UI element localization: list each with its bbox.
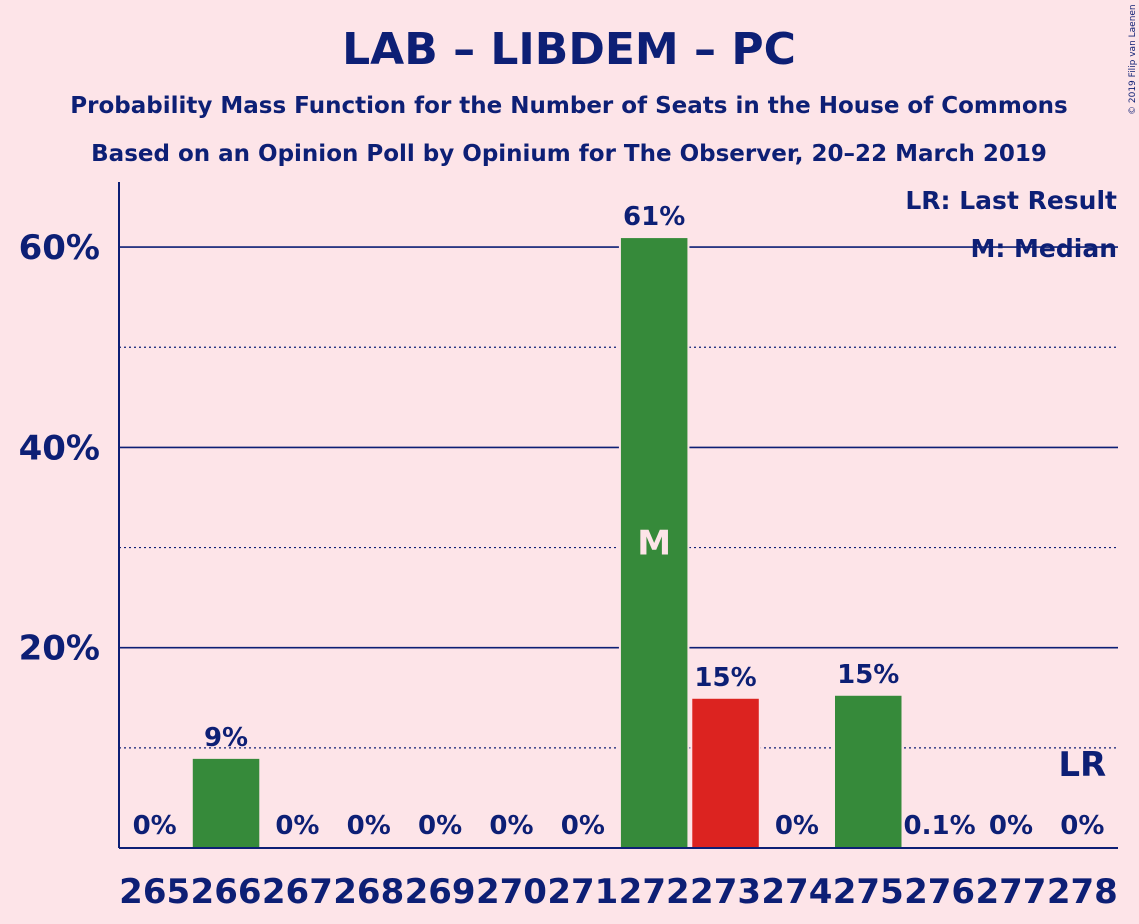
- x-tick-label: 274: [761, 872, 832, 912]
- data-label: 0%: [347, 811, 391, 841]
- y-tick-label: 20%: [19, 629, 100, 669]
- data-label: 0%: [133, 811, 177, 841]
- chart-subtitle-2: Based on an Opinion Poll by Opinium for …: [91, 141, 1047, 167]
- x-tick-labels: 265 266 267 268 269 270 271 272 273 274 275 276 277 2…: [119, 872, 1118, 912]
- copyright-note: © 2019 Filip van Laenen: [1128, 4, 1138, 115]
- data-label: 0%: [418, 811, 462, 841]
- x-tick-label: 273: [690, 872, 761, 912]
- last-result-marker: LR: [1058, 745, 1106, 785]
- data-label: 9%: [204, 723, 248, 753]
- data-label: 0%: [989, 811, 1033, 841]
- x-tick-label: 265: [119, 872, 190, 912]
- x-tick-label: 275: [833, 872, 904, 912]
- chart-subtitle-1: Probability Mass Function for the Number…: [70, 93, 1067, 119]
- x-tick-label: 268: [333, 872, 404, 912]
- y-tick-labels: 20% 40% 60%: [19, 228, 100, 669]
- y-tick-label: 40%: [19, 428, 100, 468]
- data-labels: 0% 9% 0% 0% 0% 0% 0% 61% M 15% 0% 15% 0.1% 0% 0% LR: [133, 202, 1107, 841]
- bar: [690, 696, 761, 849]
- data-label: 0%: [275, 811, 319, 841]
- bar: [190, 756, 262, 850]
- x-tick-label: 270: [476, 872, 547, 912]
- x-tick-label: 266: [191, 872, 262, 912]
- x-tick-label: 267: [262, 872, 333, 912]
- median-marker: M: [637, 524, 671, 564]
- chart-title: LAB – LIBDEM – PC: [342, 24, 796, 75]
- legend-last-result: LR: Last Result: [905, 186, 1117, 215]
- bars: [190, 236, 975, 850]
- legend-median: M: Median: [970, 234, 1117, 263]
- data-label: 0%: [1060, 811, 1104, 841]
- data-label: 61%: [623, 202, 685, 232]
- data-label: 0%: [561, 811, 605, 841]
- x-tick-label: 278: [1047, 872, 1118, 912]
- data-label: 0%: [489, 811, 533, 841]
- x-tick-label: 276: [904, 872, 975, 912]
- x-tick-label: 271: [547, 872, 618, 912]
- data-label: 0.1%: [904, 811, 976, 841]
- data-label: 15%: [837, 660, 899, 690]
- data-label: 0%: [775, 811, 819, 841]
- bar: [832, 693, 904, 849]
- x-tick-label: 277: [975, 872, 1046, 912]
- gridlines: [119, 246, 1118, 749]
- data-label: 15%: [694, 663, 756, 693]
- x-tick-label: 269: [405, 872, 476, 912]
- y-tick-label: 60%: [19, 228, 100, 268]
- bar: [618, 236, 690, 849]
- x-tick-label: 272: [619, 872, 690, 912]
